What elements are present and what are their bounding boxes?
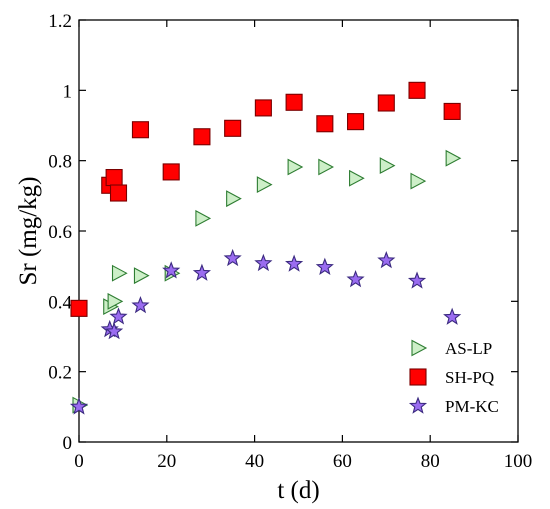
data-point-sh-pq [443,102,461,120]
data-point-pm-kc [69,397,89,415]
data-point-sh-pq [408,81,426,99]
series-sh-pq [70,81,461,317]
data-point-as-lp [410,172,427,190]
data-point-as-lp [133,267,150,285]
data-point-pm-kc [443,307,462,325]
data-point-sh-pq [285,93,303,111]
series-pm-kc [69,248,462,415]
x-tick-label: 60 [333,451,352,472]
data-point-as-lp [445,149,462,167]
data-point-as-lp [349,169,365,187]
data-point-pm-kc [131,296,150,314]
data-point-sh-pq [162,163,180,181]
data-point-sh-pq [70,299,88,317]
data-point-pm-kc [346,269,365,288]
data-point-pm-kc [285,254,304,272]
data-point-pm-kc [254,253,273,272]
y-tick-label: 0.6 [48,222,72,243]
data-point-as-lp [318,158,335,176]
data-point-as-lp [226,190,242,208]
legend-label-sh-pq: SH-PQ [445,368,494,387]
data-point-sh-pq [105,168,123,187]
legend-marker-pm-kc [408,396,428,414]
data-point-sh-pq [254,99,272,117]
legend-marker-sh-pq [409,368,427,386]
data-point-sh-pq [193,128,211,146]
legend-label-as-lp: AS-LP [445,339,492,358]
legend-label-pm-kc: PM-KC [445,397,499,416]
data-point-pm-kc [109,307,128,325]
legend: AS-LP SH-PQ PM-KC [408,339,499,416]
data-point-as-lp [287,158,304,176]
data-point-sh-pq [131,121,150,139]
data-point-sh-pq [316,115,334,133]
data-point-sh-pq [109,184,128,202]
data-point-pm-kc [377,250,396,269]
data-point-as-lp [379,157,396,175]
y-tick-label: 0.4 [48,292,72,313]
data-points [69,81,462,415]
data-point-pm-kc [192,263,212,281]
data-point-pm-kc [162,261,181,279]
y-tick-label: 0.2 [48,363,72,384]
x-tick-label: 20 [157,451,176,472]
y-tick-label: 1.2 [48,11,72,32]
data-point-pm-kc [315,257,334,275]
y-tick-label: 1 [63,81,73,102]
data-point-as-lp [111,264,128,282]
data-point-sh-pq [377,94,395,112]
x-tick-label: 40 [245,451,264,472]
data-point-as-lp [256,176,273,193]
y-tick-label: 0.8 [48,152,72,173]
x-tick-label: 80 [421,451,440,472]
axis-ticks: 0 20 40 60 80 100 0 0.2 0.4 0.6 0.8 1 1.2 [48,11,532,472]
data-point-pm-kc [407,271,427,289]
data-point-as-lp [107,292,124,310]
series-as-lp [72,149,462,414]
legend-marker-as-lp [411,339,428,357]
data-point-pm-kc [223,248,242,267]
data-point-as-lp [195,209,212,227]
data-point-pm-kc [105,322,124,340]
x-tick-label: 0 [74,451,84,472]
y-axis-label: Sr (mg/kg) [15,176,42,285]
x-tick-label: 100 [504,451,533,472]
x-axis-label: t (d) [277,477,319,504]
data-point-sh-pq [347,113,365,131]
y-tick-label: 0 [63,433,73,454]
data-point-sh-pq [224,119,242,137]
